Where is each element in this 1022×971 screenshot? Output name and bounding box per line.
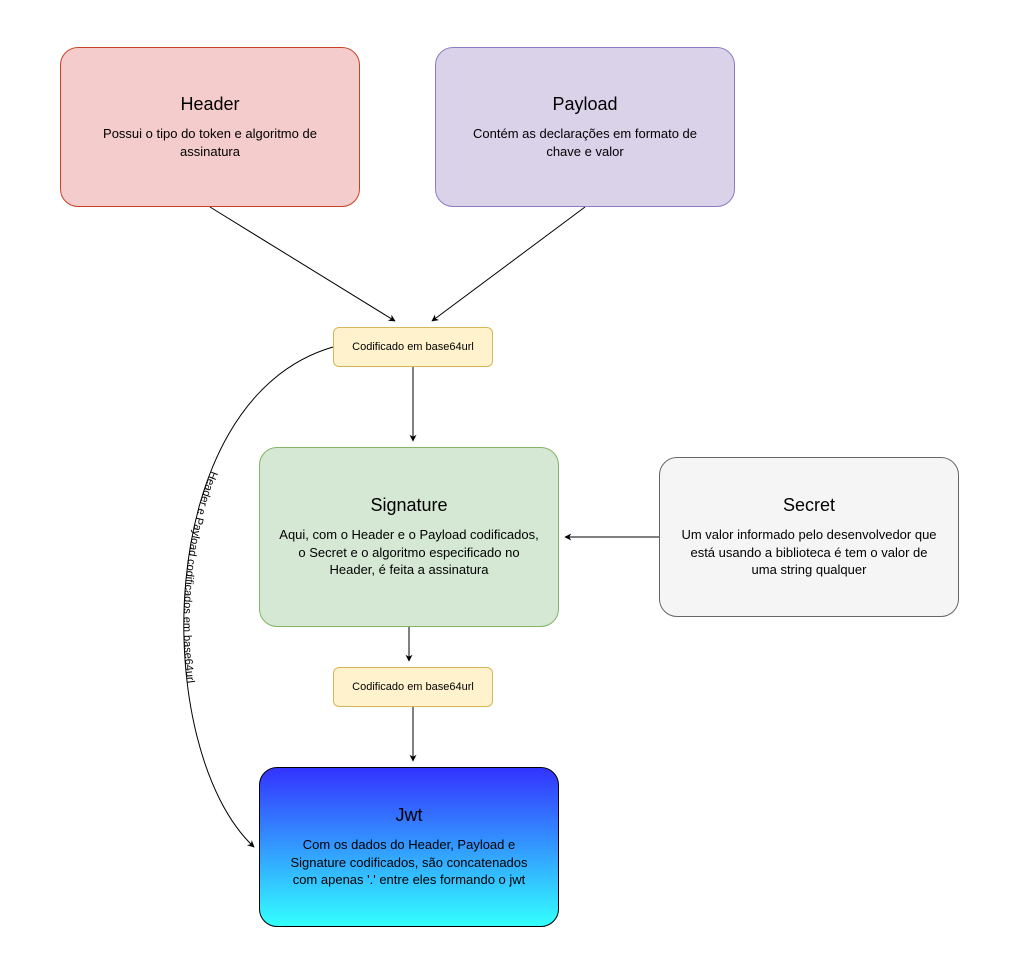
node-header-desc: Possui o tipo do token e algoritmo de as…	[79, 125, 341, 160]
node-secret: Secret Um valor informado pelo desenvolv…	[659, 457, 959, 617]
node-signature-desc: Aqui, com o Header e o Payload codificad…	[278, 526, 540, 579]
edge-e2	[432, 207, 585, 321]
node-encode2: Codificado em base64url	[333, 667, 493, 707]
node-payload-desc: Contém as declarações em formato de chav…	[454, 125, 716, 160]
node-encode1-label: Codificado em base64url	[352, 341, 474, 353]
node-secret-desc: Um valor informado pelo desenvolvedor qu…	[678, 526, 940, 579]
node-header-title: Header	[180, 94, 239, 115]
edge-label-e7: Header e Payload codificados em base64ur…	[181, 470, 220, 684]
node-jwt-desc: Com os dados do Header, Payload e Signat…	[278, 836, 540, 889]
node-signature-title: Signature	[370, 495, 447, 516]
node-jwt: Jwt Com os dados do Header, Payload e Si…	[259, 767, 559, 927]
node-secret-title: Secret	[783, 495, 835, 516]
node-encode2-label: Codificado em base64url	[352, 681, 474, 693]
node-encode1: Codificado em base64url	[333, 327, 493, 367]
node-payload-title: Payload	[552, 94, 617, 115]
node-payload: Payload Contém as declarações em formato…	[435, 47, 735, 207]
node-header: Header Possui o tipo do token e algoritm…	[60, 47, 360, 207]
node-signature: Signature Aqui, com o Header e o Payload…	[259, 447, 559, 627]
edge-e1	[210, 207, 395, 321]
node-jwt-title: Jwt	[396, 805, 423, 826]
